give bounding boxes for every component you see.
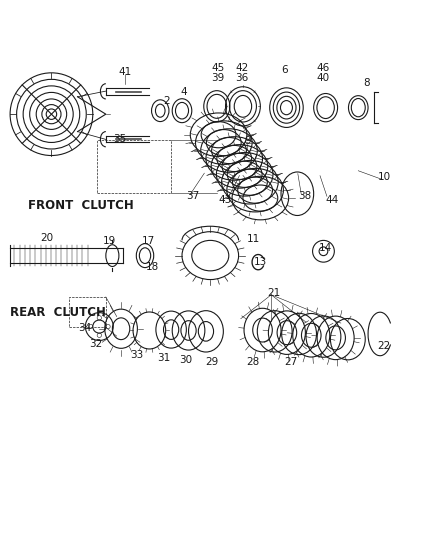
Text: 36: 36	[236, 74, 249, 84]
Text: 33: 33	[130, 350, 143, 360]
Text: 2: 2	[163, 96, 170, 106]
Text: 21: 21	[267, 288, 280, 298]
Text: 38: 38	[299, 191, 312, 200]
Text: 4: 4	[181, 87, 187, 98]
Text: 8: 8	[364, 78, 370, 88]
Text: 17: 17	[142, 236, 155, 246]
Text: 11: 11	[247, 234, 261, 244]
Text: 10: 10	[378, 172, 391, 182]
Text: 45: 45	[212, 63, 225, 74]
Text: REAR  CLUTCH: REAR CLUTCH	[10, 306, 106, 319]
Text: 13: 13	[254, 257, 267, 267]
Text: 43: 43	[218, 195, 231, 205]
Text: 31: 31	[157, 353, 170, 363]
Text: 44: 44	[325, 195, 339, 205]
Text: 22: 22	[377, 341, 390, 351]
Text: 14: 14	[319, 243, 332, 253]
Text: 46: 46	[316, 63, 329, 74]
Text: 30: 30	[179, 355, 192, 365]
Bar	[97, 140, 171, 192]
Text: 39: 39	[212, 74, 225, 84]
Text: 28: 28	[246, 357, 260, 367]
Text: 29: 29	[205, 357, 218, 367]
Text: 32: 32	[90, 339, 103, 349]
Text: 18: 18	[146, 262, 159, 272]
Text: 9: 9	[244, 136, 251, 146]
Text: 20: 20	[41, 233, 53, 243]
Bar	[69, 297, 106, 327]
Text: 34: 34	[78, 324, 92, 333]
Text: 6: 6	[281, 65, 288, 75]
Text: 41: 41	[119, 67, 132, 77]
Text: 35: 35	[113, 134, 127, 144]
Text: 40: 40	[316, 74, 329, 84]
Text: FRONT  CLUTCH: FRONT CLUTCH	[28, 199, 133, 212]
Text: 27: 27	[284, 357, 297, 367]
Text: 42: 42	[236, 63, 249, 74]
Text: 19: 19	[102, 236, 116, 246]
Text: 37: 37	[186, 191, 200, 200]
